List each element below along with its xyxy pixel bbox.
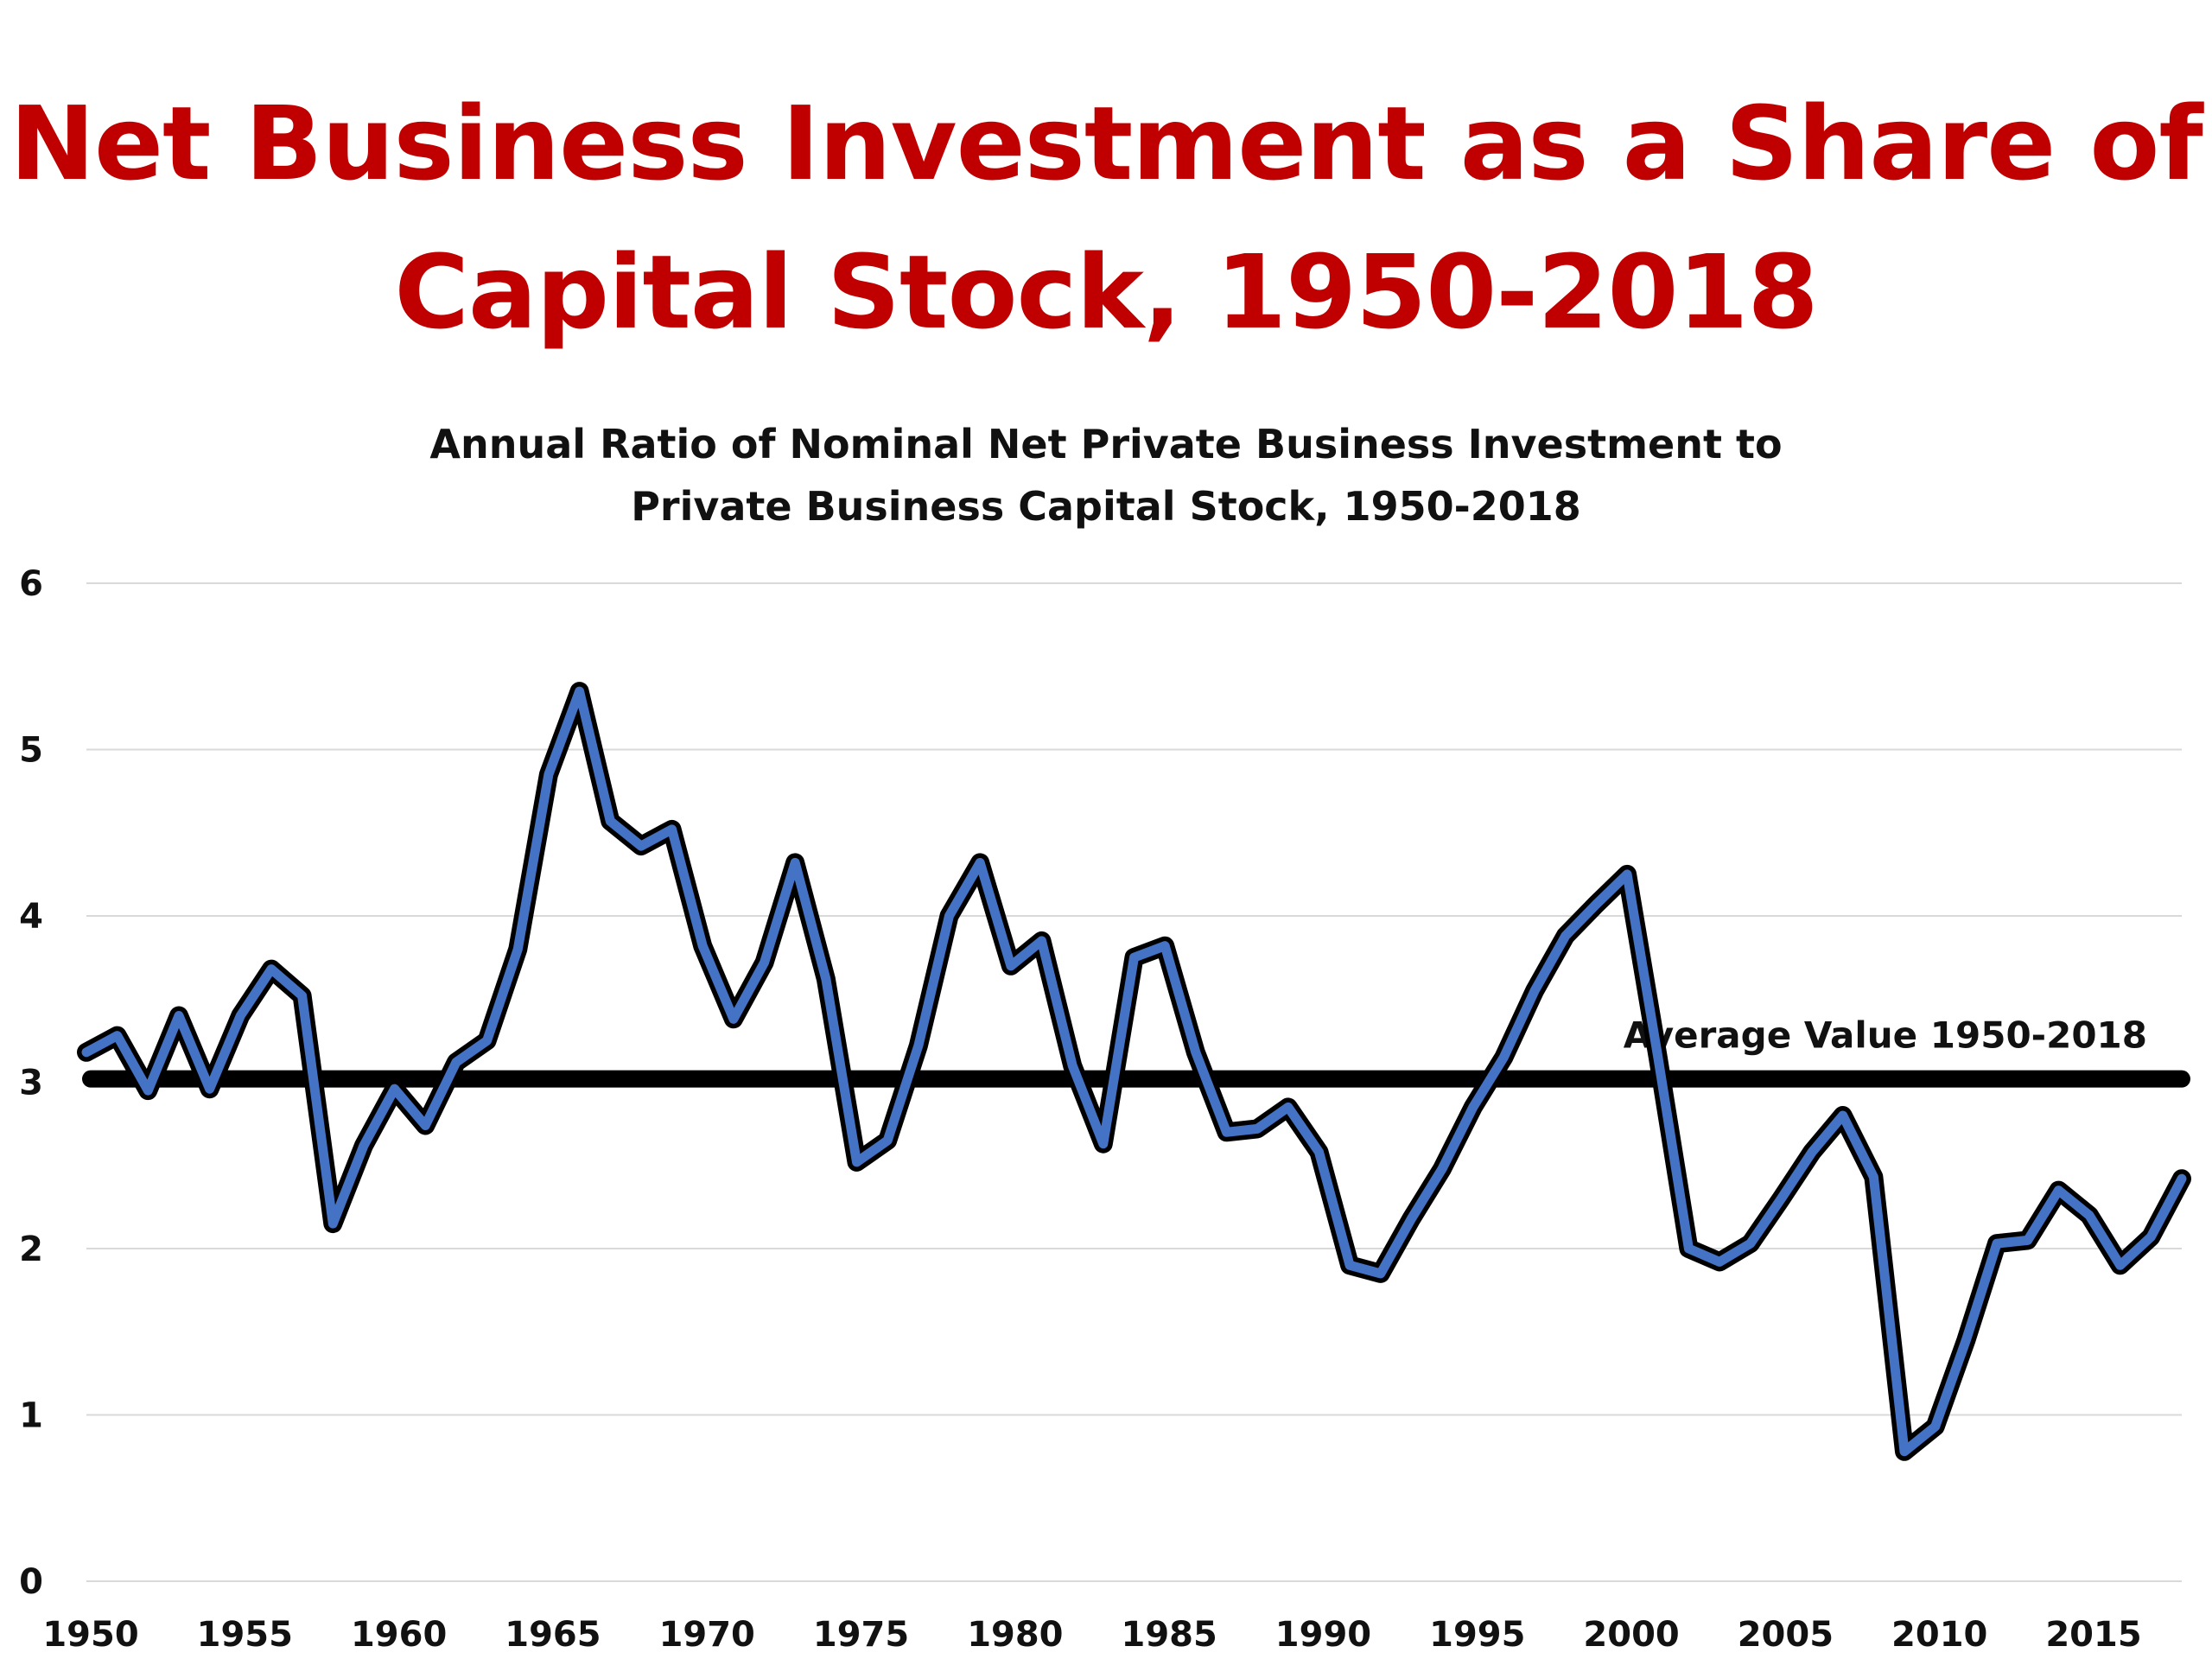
chart-title: Net Business Investment as a Share of Ca… bbox=[0, 69, 2212, 366]
y-tick-label: 1 bbox=[19, 1396, 43, 1436]
y-tick-label: 0 bbox=[19, 1562, 43, 1602]
chart-subtitle-line-1: Annual Ratio of Nominal Net Private Busi… bbox=[429, 421, 1783, 467]
average-line-group: Average Value 1950-2018 bbox=[82, 1014, 2190, 1088]
y-tick-label: 4 bbox=[19, 897, 43, 937]
x-tick-label: 1980 bbox=[967, 1615, 1063, 1655]
x-tick-label: 1975 bbox=[813, 1615, 909, 1655]
x-tick-label: 1960 bbox=[351, 1615, 447, 1655]
x-tick-label: 1965 bbox=[505, 1615, 601, 1655]
x-axis-ticks: 1950 1955 1960 1965 1970 1975 1980 1985 1990 1995… bbox=[42, 1615, 2141, 1655]
y-tick-label: 3 bbox=[19, 1064, 43, 1103]
x-tick-label: 2010 bbox=[1891, 1615, 1987, 1655]
y-axis-ticks: 0 1 2 3 4 5 6 bbox=[19, 564, 43, 1602]
series-group bbox=[77, 682, 2191, 1461]
y-tick-label: 2 bbox=[19, 1230, 43, 1269]
chart-subtitle-line-2: Private Business Capital Stock, 1950-201… bbox=[631, 483, 1581, 530]
y-tick-label: 6 bbox=[19, 564, 43, 604]
x-tick-label: 1985 bbox=[1121, 1615, 1217, 1655]
x-tick-label: 1995 bbox=[1429, 1615, 1525, 1655]
x-tick-label: 2015 bbox=[2045, 1615, 2141, 1655]
series-line bbox=[81, 686, 2187, 1457]
x-tick-label: 1990 bbox=[1275, 1615, 1371, 1655]
chart-title-line-2: Capital Stock, 1950-2018 bbox=[394, 232, 1818, 352]
average-label: Average Value 1950-2018 bbox=[1624, 1014, 2147, 1057]
x-tick-label: 2000 bbox=[1583, 1615, 1679, 1655]
chart-title-line-1: Net Business Investment as a Share of bbox=[10, 84, 2202, 203]
x-tick-label: 1955 bbox=[197, 1615, 293, 1655]
x-tick-label: 1950 bbox=[42, 1615, 138, 1655]
x-tick-label: 2005 bbox=[1738, 1615, 1834, 1655]
x-tick-label: 1970 bbox=[659, 1615, 755, 1655]
chart-subtitle: Annual Ratio of Nominal Net Private Busi… bbox=[0, 413, 2212, 537]
y-tick-label: 5 bbox=[19, 731, 43, 771]
gridlines bbox=[86, 582, 2182, 1582]
